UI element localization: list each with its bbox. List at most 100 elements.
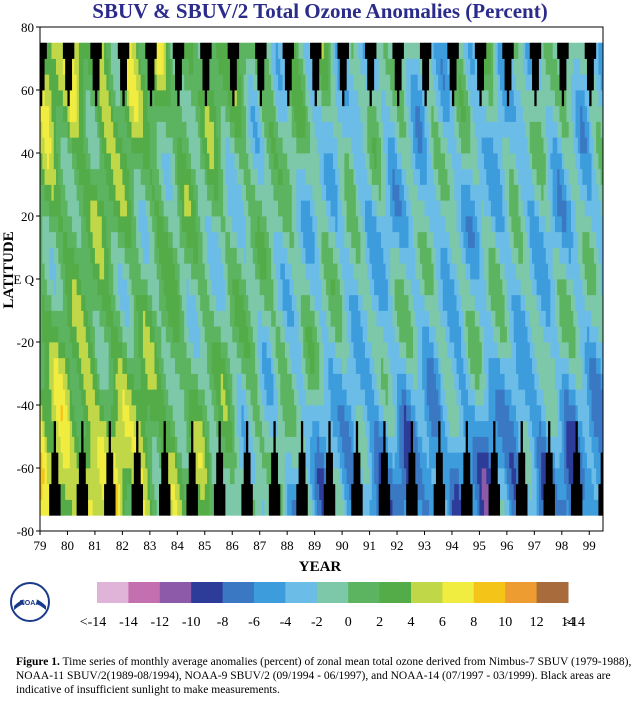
heatmap-cell <box>56 342 59 359</box>
heatmap-cell <box>360 74 364 91</box>
heatmap-cell <box>353 121 357 138</box>
heatmap-cell <box>316 342 320 359</box>
heatmap-cell <box>287 420 290 437</box>
heatmap-cell <box>72 279 75 296</box>
heatmap-cell <box>49 74 52 91</box>
heatmap-cell <box>97 279 100 296</box>
heatmap-cell <box>40 468 43 485</box>
heatmap-cell <box>136 121 139 138</box>
heatmap-cell <box>188 200 192 217</box>
heatmap-cell <box>300 279 304 296</box>
heatmap-cell <box>342 247 345 264</box>
heatmap-cell <box>168 468 171 485</box>
heatmap-cell <box>165 326 169 343</box>
heatmap-cell <box>241 153 245 170</box>
heatmap-cell <box>97 294 100 311</box>
heatmap-cell <box>307 263 311 280</box>
heatmap-cell <box>44 137 48 154</box>
heatmap-cell <box>227 420 231 437</box>
heatmap-cell <box>303 137 306 154</box>
heatmap-cell <box>371 452 375 469</box>
heatmap-cell <box>78 452 82 469</box>
heatmap-cell <box>335 373 338 390</box>
heatmap-cell <box>110 247 114 264</box>
heatmap-cell <box>99 373 103 390</box>
heatmap-cell <box>145 436 148 453</box>
heatmap-cell <box>172 137 176 154</box>
heatmap-cell <box>101 74 105 91</box>
heatmap-cell <box>383 342 386 359</box>
heatmap-cell <box>310 452 313 469</box>
heatmap-cell <box>403 294 407 311</box>
heatmap-cell <box>136 74 139 91</box>
heatmap-cell <box>179 326 183 343</box>
heatmap-cell <box>307 58 311 75</box>
heatmap-cell <box>328 200 332 217</box>
heatmap-cell <box>108 263 112 280</box>
heatmap-cell <box>207 137 210 154</box>
heatmap-cell <box>124 279 128 296</box>
heatmap-cell <box>344 357 348 374</box>
heatmap-cell <box>282 310 286 327</box>
heatmap-cell <box>367 247 370 264</box>
heatmap-cell <box>65 247 68 264</box>
heatmap-cell <box>211 294 215 311</box>
heatmap-cell <box>364 420 368 437</box>
heatmap-cell <box>40 326 43 343</box>
heatmap-cell <box>92 279 96 296</box>
heatmap-cell <box>147 184 151 201</box>
heatmap-cell <box>99 389 103 406</box>
heatmap-cell <box>94 168 98 185</box>
heatmap-cell <box>56 247 59 264</box>
heatmap-cell <box>358 200 361 217</box>
heatmap-cell <box>101 389 105 406</box>
heatmap-cell <box>280 452 283 469</box>
heatmap-cell <box>76 168 80 185</box>
heatmap-cell <box>193 294 197 311</box>
heatmap-cell <box>298 373 302 390</box>
heatmap-cell <box>85 389 89 406</box>
heatmap-cell <box>314 168 318 185</box>
heatmap-cell <box>177 231 181 248</box>
heatmap-cell <box>348 216 352 233</box>
heatmap-cell <box>101 90 105 107</box>
heatmap-cell <box>312 105 316 122</box>
heatmap-cell <box>298 468 302 485</box>
heatmap-cell <box>305 389 309 406</box>
heatmap-cell <box>339 74 343 91</box>
heatmap-cell <box>101 326 105 343</box>
heatmap-cell <box>115 137 119 154</box>
heatmap-cell <box>328 42 332 59</box>
heatmap-cell <box>170 247 174 264</box>
heatmap-cell <box>152 58 155 75</box>
heatmap-cell <box>172 294 176 311</box>
heatmap-cell <box>413 184 416 201</box>
heatmap-cell <box>348 105 352 122</box>
heatmap-cell <box>248 231 251 248</box>
heatmap-cell <box>58 200 61 217</box>
heatmap-cell <box>149 137 153 154</box>
heatmap-cell <box>181 168 185 185</box>
heatmap-cell <box>113 405 116 422</box>
heatmap-cell <box>355 137 359 154</box>
heatmap-cell <box>223 184 226 201</box>
heatmap-cell <box>239 389 242 406</box>
heatmap-cell <box>106 483 110 500</box>
heatmap-cell <box>159 74 162 91</box>
heatmap-cell <box>339 342 343 359</box>
heatmap-cell <box>294 326 297 343</box>
heatmap-cell <box>58 357 61 374</box>
heatmap-cell <box>390 137 393 154</box>
heatmap-cell <box>58 42 61 59</box>
heatmap-cell <box>154 499 158 516</box>
heatmap-cell <box>76 74 80 91</box>
heatmap-cell <box>225 216 229 233</box>
heatmap-cell <box>330 231 334 248</box>
heatmap-cell <box>234 200 238 217</box>
heatmap-cell <box>184 483 187 500</box>
heatmap-cell <box>152 279 155 296</box>
heatmap-cell <box>191 74 194 91</box>
heatmap-cell <box>303 121 306 138</box>
heatmap-cell <box>177 247 181 264</box>
heatmap-cell <box>140 499 144 516</box>
